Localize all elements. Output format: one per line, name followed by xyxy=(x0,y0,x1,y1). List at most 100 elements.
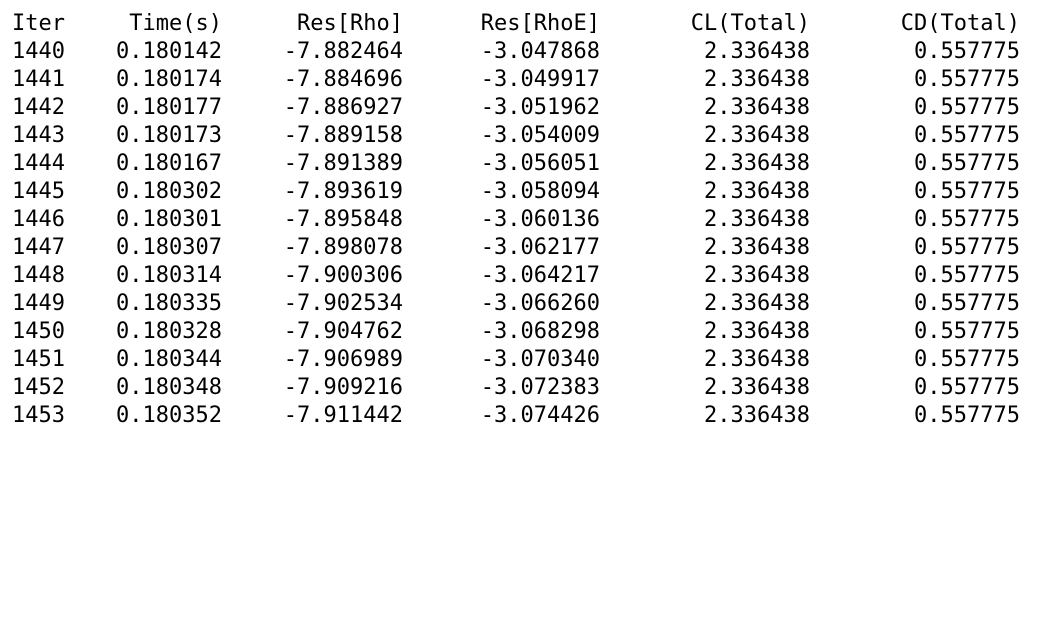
cell-res-rho: -7.882464 xyxy=(283,39,403,64)
cell-time: 0.180173 xyxy=(116,123,222,148)
cell-res-rhoe: -3.060136 xyxy=(480,207,600,232)
cell-time: 0.180314 xyxy=(116,263,222,288)
cell-res-rhoe: -3.056051 xyxy=(480,151,600,176)
cell-res-rhoe: -3.066260 xyxy=(480,291,600,316)
cell-res-rho: -7.895848 xyxy=(283,207,403,232)
cell-res-rho: -7.884696 xyxy=(283,67,403,92)
cell-cd-total: 0.557775 xyxy=(914,123,1020,148)
cell-iter: 1449 xyxy=(12,291,65,316)
terminal-output: Iter Time(s) Res[Rho] Res[RhoE] CL(Total… xyxy=(0,10,1054,430)
cell-res-rho: -7.891389 xyxy=(283,151,403,176)
cell-res-rhoe: -3.049917 xyxy=(480,67,600,92)
table-row: 1445 0.180302 -7.893619 -3.058094 2.3364… xyxy=(0,178,1054,206)
cell-cl-total: 2.336438 xyxy=(704,291,810,316)
cell-res-rhoe: -3.062177 xyxy=(480,235,600,260)
cell-cl-total: 2.336438 xyxy=(704,67,810,92)
cell-iter: 1441 xyxy=(12,67,65,92)
table-row: 1447 0.180307 -7.898078 -3.062177 2.3364… xyxy=(0,234,1054,262)
cell-time: 0.180167 xyxy=(116,151,222,176)
cell-cl-total: 2.336438 xyxy=(704,347,810,372)
cell-cd-total: 0.557775 xyxy=(914,151,1020,176)
cell-cl-total: 2.336438 xyxy=(704,179,810,204)
cell-res-rhoe: -3.054009 xyxy=(480,123,600,148)
header-cd-total: CD(Total) xyxy=(900,11,1020,36)
cell-cd-total: 0.557775 xyxy=(914,179,1020,204)
cell-cl-total: 2.336438 xyxy=(704,123,810,148)
cell-res-rhoe: -3.058094 xyxy=(480,179,600,204)
header-time: Time(s) xyxy=(129,11,222,36)
cell-time: 0.180307 xyxy=(116,235,222,260)
table-row: 1449 0.180335 -7.902534 -3.066260 2.3364… xyxy=(0,290,1054,318)
table-row: 1441 0.180174 -7.884696 -3.049917 2.3364… xyxy=(0,66,1054,94)
cell-iter: 1448 xyxy=(12,263,65,288)
cell-res-rho: -7.902534 xyxy=(283,291,403,316)
cell-cl-total: 2.336438 xyxy=(704,263,810,288)
cell-iter: 1440 xyxy=(12,39,65,64)
cell-cd-total: 0.557775 xyxy=(914,235,1020,260)
cell-time: 0.180142 xyxy=(116,39,222,64)
cell-res-rho: -7.906989 xyxy=(283,347,403,372)
cell-res-rho: -7.904762 xyxy=(283,319,403,344)
cell-time: 0.180348 xyxy=(116,375,222,400)
cell-res-rho: -7.911442 xyxy=(283,403,403,428)
cell-res-rhoe: -3.064217 xyxy=(480,263,600,288)
cell-iter: 1447 xyxy=(12,235,65,260)
cell-cd-total: 0.557775 xyxy=(914,403,1020,428)
cell-cd-total: 0.557775 xyxy=(914,67,1020,92)
table-row: 1442 0.180177 -7.886927 -3.051962 2.3364… xyxy=(0,94,1054,122)
table-row: 1452 0.180348 -7.909216 -3.072383 2.3364… xyxy=(0,374,1054,402)
cell-res-rhoe: -3.074426 xyxy=(480,403,600,428)
cell-res-rhoe: -3.072383 xyxy=(480,375,600,400)
table-row: 1446 0.180301 -7.895848 -3.060136 2.3364… xyxy=(0,206,1054,234)
cell-res-rhoe: -3.068298 xyxy=(480,319,600,344)
cell-time: 0.180302 xyxy=(116,179,222,204)
table-row: 1448 0.180314 -7.900306 -3.064217 2.3364… xyxy=(0,262,1054,290)
header-res-rho: Res[Rho] xyxy=(297,11,403,36)
cell-time: 0.180335 xyxy=(116,291,222,316)
table-row: 1440 0.180142 -7.882464 -3.047868 2.3364… xyxy=(0,38,1054,66)
cell-time: 0.180174 xyxy=(116,67,222,92)
cell-res-rho: -7.909216 xyxy=(283,375,403,400)
header-iter: Iter xyxy=(12,11,65,36)
cell-cl-total: 2.336438 xyxy=(704,375,810,400)
cell-cl-total: 2.336438 xyxy=(704,403,810,428)
cell-cd-total: 0.557775 xyxy=(914,319,1020,344)
cell-cd-total: 0.557775 xyxy=(914,95,1020,120)
cell-iter: 1453 xyxy=(12,403,65,428)
cell-cd-total: 0.557775 xyxy=(914,207,1020,232)
header-row: Iter Time(s) Res[Rho] Res[RhoE] CL(Total… xyxy=(0,10,1054,38)
table-row: 1443 0.180173 -7.889158 -3.054009 2.3364… xyxy=(0,122,1054,150)
cell-cl-total: 2.336438 xyxy=(704,95,810,120)
cell-cl-total: 2.336438 xyxy=(704,39,810,64)
cell-res-rho: -7.886927 xyxy=(283,95,403,120)
cell-cl-total: 2.336438 xyxy=(704,207,810,232)
table-row: 1451 0.180344 -7.906989 -3.070340 2.3364… xyxy=(0,346,1054,374)
header-cl-total: CL(Total) xyxy=(690,11,810,36)
cell-iter: 1451 xyxy=(12,347,65,372)
cell-res-rho: -7.889158 xyxy=(283,123,403,148)
cell-res-rhoe: -3.051962 xyxy=(480,95,600,120)
cell-cd-total: 0.557775 xyxy=(914,347,1020,372)
cell-cl-total: 2.336438 xyxy=(704,235,810,260)
table-row: 1444 0.180167 -7.891389 -3.056051 2.3364… xyxy=(0,150,1054,178)
table-row: 1453 0.180352 -7.911442 -3.074426 2.3364… xyxy=(0,402,1054,430)
cell-time: 0.180352 xyxy=(116,403,222,428)
cell-iter: 1443 xyxy=(12,123,65,148)
cell-cd-total: 0.557775 xyxy=(914,291,1020,316)
cell-iter: 1442 xyxy=(12,95,65,120)
cell-time: 0.180301 xyxy=(116,207,222,232)
cell-cl-total: 2.336438 xyxy=(704,151,810,176)
cell-res-rhoe: -3.070340 xyxy=(480,347,600,372)
cell-time: 0.180328 xyxy=(116,319,222,344)
cell-cd-total: 0.557775 xyxy=(914,375,1020,400)
table-row: 1450 0.180328 -7.904762 -3.068298 2.3364… xyxy=(0,318,1054,346)
cell-cd-total: 0.557775 xyxy=(914,263,1020,288)
cell-cd-total: 0.557775 xyxy=(914,39,1020,64)
cell-iter: 1444 xyxy=(12,151,65,176)
cell-res-rho: -7.893619 xyxy=(283,179,403,204)
cell-cl-total: 2.336438 xyxy=(704,319,810,344)
cell-iter: 1452 xyxy=(12,375,65,400)
cell-res-rhoe: -3.047868 xyxy=(480,39,600,64)
cell-iter: 1446 xyxy=(12,207,65,232)
cell-time: 0.180177 xyxy=(116,95,222,120)
